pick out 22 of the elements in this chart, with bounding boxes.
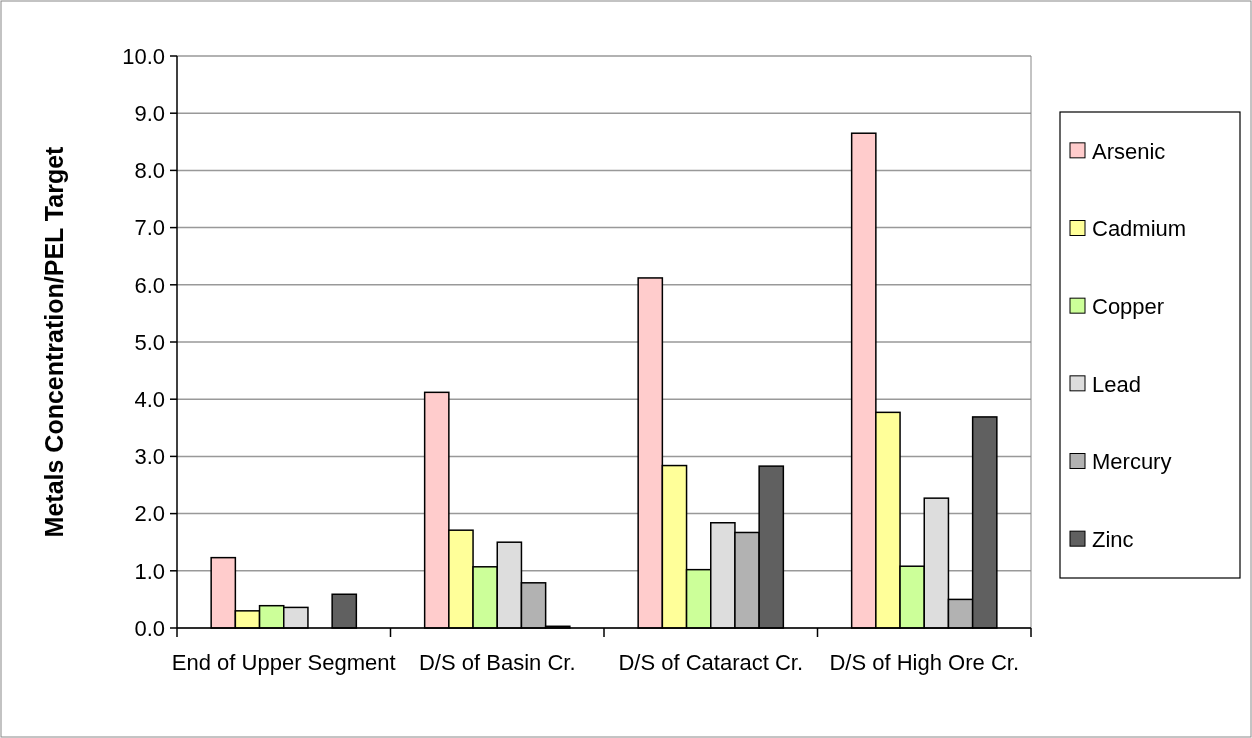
y-tick-label: 7.0 xyxy=(134,215,165,241)
y-tick-label: 5.0 xyxy=(134,329,165,355)
y-axis-title: Metals Concentration/PEL Target xyxy=(40,145,68,538)
y-tick-label: 1.0 xyxy=(134,558,165,584)
x-tick-label: D/S of High Ore Cr. xyxy=(829,650,1020,675)
y-tick-label: 10.0 xyxy=(122,43,165,69)
x-tick-label: End of Upper Segment xyxy=(171,650,396,675)
y-tick-label: 6.0 xyxy=(134,272,165,298)
legend-label: Mercury xyxy=(1092,449,1172,475)
x-tick-label: D/S of Cataract Cr. xyxy=(618,650,804,675)
legend-label: Arsenic xyxy=(1092,138,1166,164)
x-tick-label: D/S of Basin Cr. xyxy=(418,650,576,675)
y-tick-label: 3.0 xyxy=(134,444,165,470)
y-tick-label: 2.0 xyxy=(134,501,165,527)
legend-label: Lead xyxy=(1092,371,1141,397)
y-tick-label: 0.0 xyxy=(134,615,165,641)
y-tick-label: 8.0 xyxy=(134,158,165,184)
legend-label: Zinc xyxy=(1092,526,1134,552)
y-tick-label: 4.0 xyxy=(134,386,165,412)
legend-label: Cadmium xyxy=(1092,216,1187,242)
legend-label: Copper xyxy=(1092,293,1165,319)
y-tick-label: 9.0 xyxy=(134,100,165,126)
